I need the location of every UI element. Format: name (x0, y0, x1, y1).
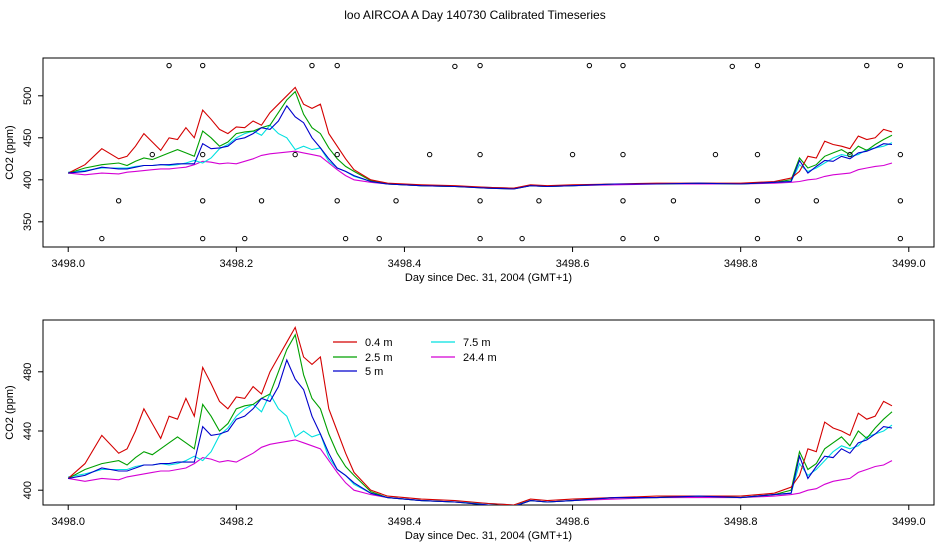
panel-1-calibration-point (115, 198, 122, 204)
panel-1-calibration-point (620, 198, 626, 204)
panel-1-x-tick-label: 3498.2 (220, 258, 254, 270)
panel-1-calibration-point (569, 151, 576, 158)
panel-1-calibration-point (376, 235, 382, 242)
panel-1-series-line-25m (68, 90, 893, 190)
panel-1-calibration-point (292, 151, 298, 158)
panel-1-calibration-point (477, 62, 483, 69)
panel-1-series-line-04m (67, 86, 893, 189)
legend-label-244m: 24.4 m (463, 352, 497, 364)
panel-1-calibration-point (334, 198, 340, 204)
panel-1-calibration-point (426, 151, 433, 158)
panel-2-y-axis-label: CO2 (ppm) (4, 385, 16, 439)
panel-1-calibration-point (393, 198, 399, 204)
panel-2-series-line-04m (67, 325, 893, 505)
panel-1-y-axis-label: CO2 (ppm) (4, 125, 16, 179)
panel-1-calibration-point (864, 62, 870, 69)
panel-1-calibration-point (712, 151, 719, 158)
panel-1-y-tick-label: 350 (22, 213, 34, 231)
panel-1-calibration-point (166, 62, 172, 69)
panel-1-calibration-point (200, 62, 206, 69)
panel-1-plot-frame (42, 57, 935, 248)
panel-1-calibration-point (670, 198, 677, 204)
panel-1-x-tick-label: 3498.8 (724, 258, 758, 270)
legend-label-25m: 2.5 m (365, 352, 393, 364)
panel-1-calibration-point (342, 235, 349, 242)
panel-1-calibration-point (200, 151, 206, 158)
panel-2-y-tick-label: 480 (22, 363, 34, 381)
panel-1-calibration-point (586, 62, 593, 69)
panel-2-x-tick-label: 3498.4 (388, 516, 422, 528)
panel-1-calibration-point (242, 235, 248, 242)
panel-1-calibration-point (620, 151, 626, 158)
panel-1-calibration-point (620, 235, 626, 242)
panel-1-y-tick-label: 450 (22, 129, 34, 147)
panel-1-calibration-point (536, 198, 542, 204)
panel-2-y-tick-label: 440 (22, 422, 34, 440)
panel-1-calibration-point (754, 198, 761, 204)
panel-1-series-line-5m (68, 104, 893, 190)
panel-2-series-line-244m (68, 439, 893, 505)
panel-2-series-group (67, 325, 893, 505)
chart-title: loo AIRCOA A Day 140730 Calibrated Times… (344, 8, 606, 22)
panel-1-calibration-point (754, 151, 761, 158)
panel-1-calibration-point (334, 151, 340, 158)
panel-1-calibration-point (796, 235, 803, 242)
panel-1-calibration-point (200, 235, 206, 242)
panel-1-series-group (67, 62, 904, 242)
panel-1-calibration-point (897, 235, 904, 242)
panel-2-x-tick-label: 3498.2 (220, 516, 254, 528)
panel-2-series-line-5m (68, 358, 893, 505)
panel-1-calibration-point (477, 235, 483, 242)
panel-1-calibration-point (897, 151, 904, 158)
panel-2-series-line-25m (67, 333, 893, 505)
panel-1-calibration-point (477, 151, 483, 158)
panel-2-x-tick-label: 3498.8 (724, 516, 758, 528)
panel-1-y-tick-label: 400 (22, 171, 34, 189)
legend-label-5m: 5 m (365, 366, 383, 378)
panel-1-calibration-point (149, 151, 155, 158)
panel-2-x-axis-label: Day since Dec. 31, 2004 (GMT+1) (405, 530, 572, 542)
legend-label-04m: 0.4 m (365, 337, 393, 349)
panel-1-calibration-point (309, 62, 315, 69)
panel-1-calibration-point (847, 151, 853, 158)
panel-1-calibration-point (897, 62, 904, 69)
panel-1-calibration-point (897, 198, 904, 204)
panel-1-calibration-point (754, 235, 761, 242)
legend-label-75m: 7.5 m (463, 337, 491, 349)
panel-1-y-tick-label: 500 (22, 87, 34, 105)
panel-1-x-tick-label: 3498.4 (388, 258, 422, 270)
panel-1-calibration-point (813, 198, 820, 204)
panel-1-calibration-point (477, 198, 483, 204)
panel-1-calibration-point (729, 63, 735, 70)
panel-1-calibration-point (620, 62, 626, 69)
panel-1-x-axis-label: Day since Dec. 31, 2004 (GMT+1) (405, 272, 572, 284)
panel-1-calibration-point (519, 235, 525, 242)
panel-2-y-tick-label: 400 (22, 481, 34, 499)
panel-1-calibration-point (754, 62, 761, 69)
panel-1-x-tick-label: 3499.0 (892, 258, 926, 270)
panel-1-calibration-point (334, 62, 340, 69)
panel-2-x-tick-label: 3498.6 (556, 516, 590, 528)
panel-1-series-line-244m (68, 150, 893, 189)
panel-1-x-tick-label: 3498.0 (51, 258, 85, 270)
panel-1-calibration-point (200, 198, 206, 204)
panel-1-calibration-point (258, 198, 265, 204)
panel-1-calibration-point (653, 235, 660, 242)
panel-1-x-tick-label: 3498.6 (556, 258, 590, 270)
panel-1-calibration-point (99, 235, 105, 242)
panel-2-x-tick-label: 3498.0 (51, 516, 85, 528)
panel-1-calibration-point (452, 63, 458, 70)
panel-2-x-tick-label: 3499.0 (892, 516, 926, 528)
